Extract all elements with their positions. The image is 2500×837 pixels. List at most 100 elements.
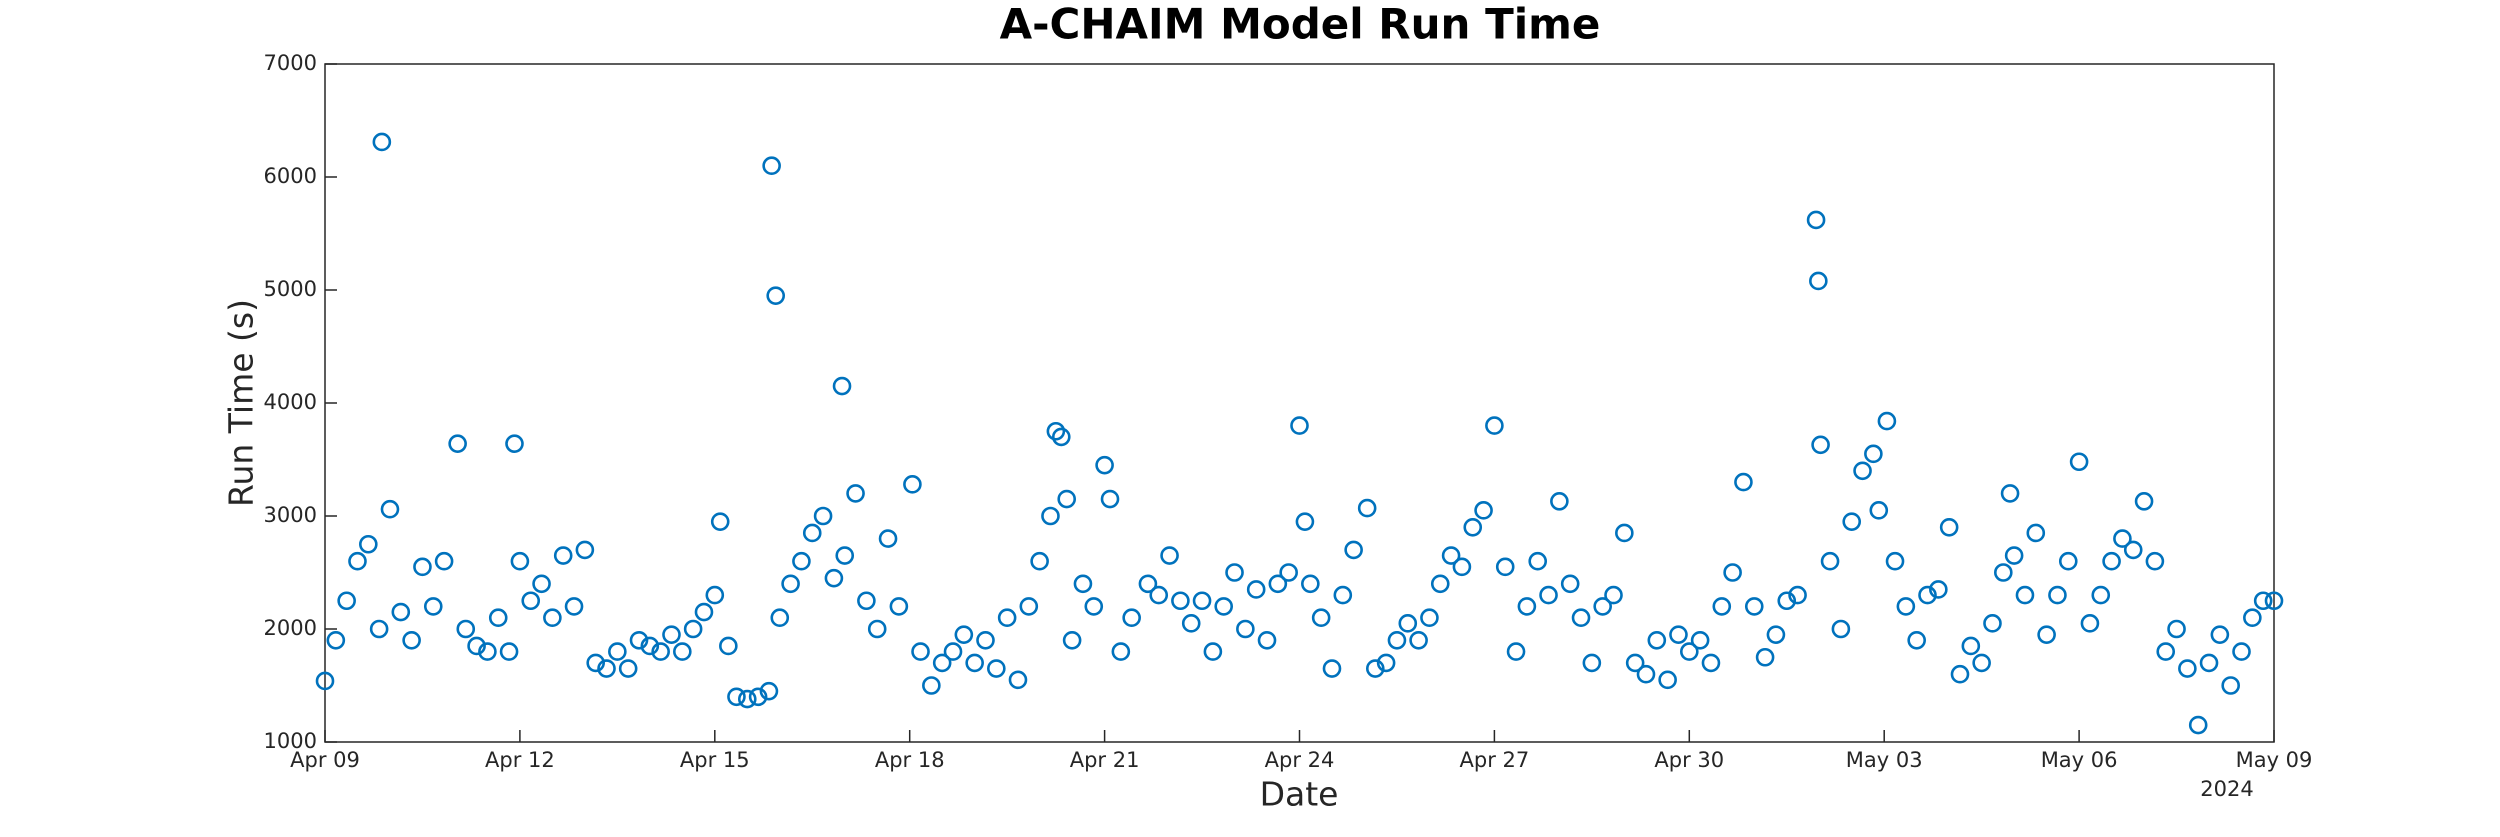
data-point — [1877, 411, 1897, 431]
data-point — [1290, 416, 1309, 435]
data-point — [1734, 472, 1753, 492]
data-point — [553, 546, 573, 565]
data-point — [1398, 614, 1418, 633]
data-point — [1994, 563, 2013, 582]
data-point — [2026, 523, 2046, 543]
data-point — [2232, 642, 2251, 661]
data-point — [1030, 551, 1049, 571]
y-tick-label: 6000 — [264, 164, 317, 188]
data-point — [2123, 540, 2143, 560]
x-year-label: 2024 — [2200, 777, 2253, 801]
data-point — [867, 619, 887, 639]
data-point — [1203, 642, 1223, 661]
data-point — [1149, 585, 1169, 605]
data-point — [1853, 461, 1872, 481]
data-point — [348, 551, 367, 571]
data-point — [1225, 563, 1244, 582]
x-tick-label: Apr 24 — [1265, 748, 1335, 772]
data-point — [1809, 271, 1828, 291]
data-point — [1333, 585, 1353, 605]
data-point — [1387, 630, 1407, 650]
plot-frame — [324, 63, 2275, 743]
data-point — [1961, 636, 1981, 656]
data-point — [369, 619, 389, 639]
data-point — [1495, 557, 1515, 577]
data-point — [727, 687, 746, 707]
data-point — [326, 630, 346, 650]
data-point — [510, 551, 530, 571]
data-point — [1295, 512, 1315, 531]
data-point — [2000, 484, 2020, 503]
data-point — [1517, 597, 1537, 616]
data-point — [1322, 659, 1342, 678]
data-point — [505, 434, 524, 453]
data-point — [832, 376, 852, 396]
data-point — [1690, 630, 1710, 650]
data-point — [337, 591, 356, 611]
data-point — [1701, 653, 1721, 673]
data-point — [1636, 664, 1656, 684]
data-point — [2113, 529, 2132, 548]
data-point — [694, 602, 714, 622]
y-tick-label: 3000 — [264, 503, 317, 527]
data-point — [2037, 625, 2056, 644]
data-point — [1604, 585, 1623, 605]
data-point — [1680, 642, 1699, 661]
data-point — [878, 529, 898, 548]
data-point — [456, 619, 476, 639]
data-point — [1625, 653, 1645, 673]
data-point — [922, 676, 941, 695]
data-point — [1723, 563, 1742, 582]
data-point — [1008, 670, 1028, 690]
data-point — [1658, 670, 1677, 690]
data-point — [315, 671, 335, 691]
data-point — [987, 659, 1006, 678]
data-point — [662, 625, 681, 644]
data-point — [1669, 625, 1688, 644]
data-point — [1593, 597, 1612, 616]
data-point — [673, 642, 692, 661]
data-point — [1896, 597, 1916, 616]
data-point — [1539, 585, 1558, 605]
data-point — [1755, 647, 1775, 667]
data-point — [521, 591, 541, 611]
data-point — [1160, 546, 1179, 565]
data-point — [1777, 591, 1797, 611]
x-tick-label: May 06 — [2041, 748, 2118, 772]
data-point — [2080, 614, 2100, 633]
data-point — [1744, 597, 1764, 616]
data-point — [1100, 489, 1120, 509]
data-point — [380, 499, 400, 519]
data-point — [748, 687, 768, 707]
data-point — [1972, 653, 1991, 673]
data-point — [911, 642, 930, 661]
chart-title: A-CHAIM Model Run Time — [1000, 0, 1601, 49]
data-point — [2167, 619, 2186, 639]
data-point — [1939, 517, 1959, 537]
data-point — [1560, 574, 1580, 594]
data-point — [1019, 597, 1039, 616]
data-point — [1095, 455, 1114, 475]
data-point — [2188, 715, 2208, 735]
data-point — [1257, 630, 1277, 650]
data-point — [1452, 557, 1472, 577]
data-point — [564, 597, 584, 616]
data-point — [1615, 523, 1634, 543]
data-point — [719, 636, 738, 656]
data-point — [954, 625, 974, 644]
data-point — [1885, 551, 1905, 571]
data-point — [372, 132, 392, 152]
data-point — [792, 551, 811, 571]
data-point — [499, 642, 519, 661]
data-point — [1409, 630, 1428, 650]
data-point — [434, 551, 454, 571]
data-point — [2264, 591, 2284, 611]
data-point — [997, 608, 1017, 628]
y-tick-label: 5000 — [264, 277, 317, 301]
data-point — [488, 608, 508, 628]
data-point — [976, 630, 995, 650]
data-point — [1192, 591, 1212, 611]
data-point — [1806, 210, 1826, 230]
data-point — [2221, 676, 2240, 695]
data-point — [597, 659, 616, 678]
